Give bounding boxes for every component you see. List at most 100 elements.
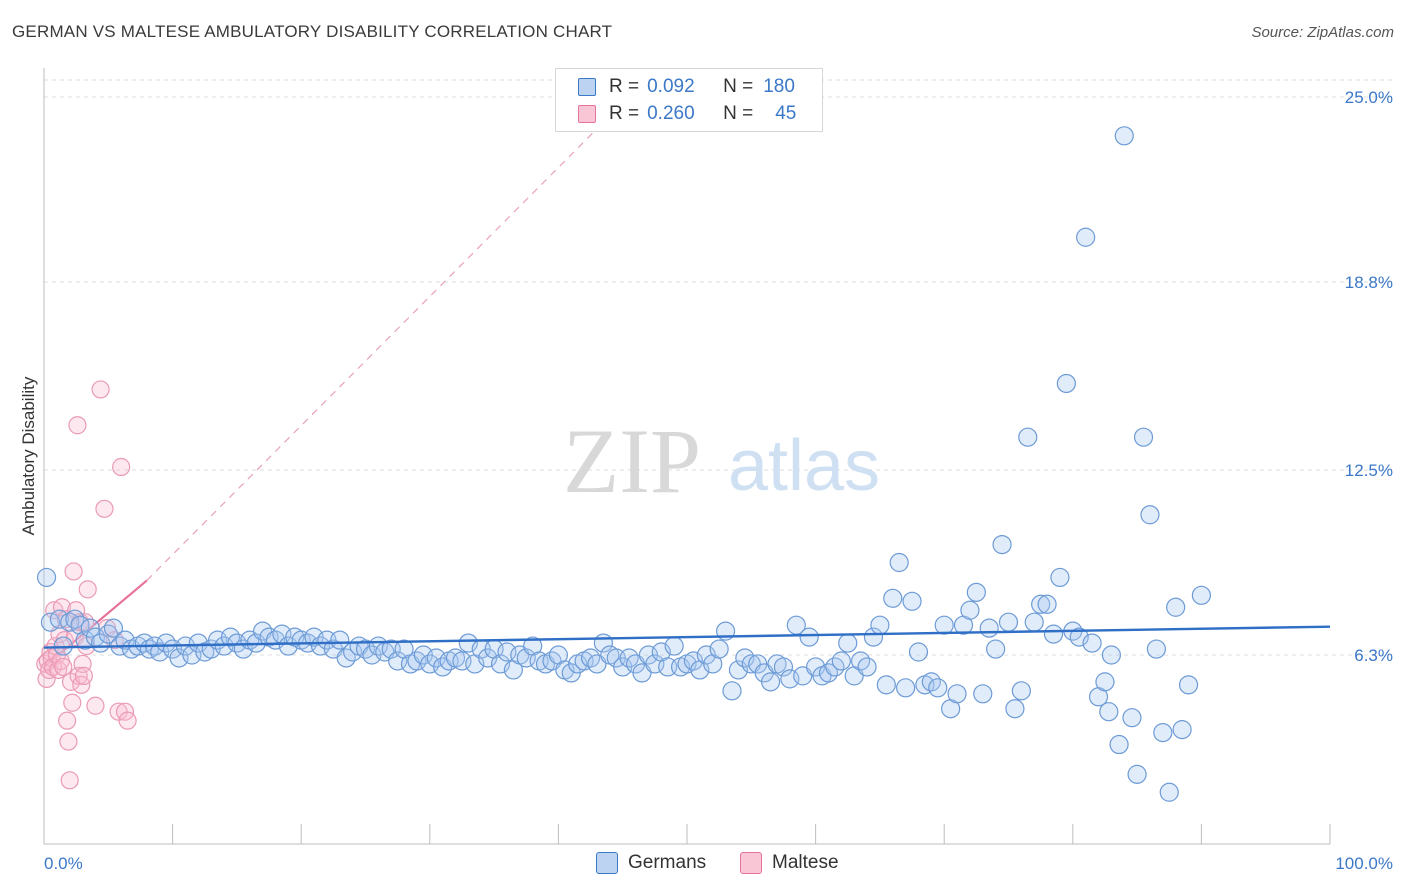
german-point <box>986 639 1006 659</box>
german-point <box>36 567 57 588</box>
germans-r-value: 0.092 <box>647 76 695 97</box>
germans-trend-line <box>43 625 1331 649</box>
german-point <box>1191 585 1212 605</box>
german-point <box>928 678 948 698</box>
german-point <box>973 684 993 704</box>
german-point <box>664 636 684 656</box>
german-point <box>1095 672 1115 692</box>
german-point <box>722 681 742 701</box>
german-point <box>1005 699 1025 719</box>
maltese-trend-extension <box>146 102 624 581</box>
german-point <box>1172 720 1192 740</box>
german-point <box>1050 567 1070 588</box>
maltese-point <box>59 732 78 751</box>
german-point <box>80 618 100 638</box>
chart-title: GERMAN VS MALTESE AMBULATORY DISABILITY … <box>12 22 613 41</box>
german-point <box>1011 681 1031 701</box>
german-point <box>863 627 884 647</box>
german-point <box>1159 782 1179 802</box>
german-point <box>1122 708 1142 728</box>
stats-box: R = 0.092 N = 180 R = 0.260 N = 45 <box>555 68 823 132</box>
german-point <box>998 612 1019 632</box>
german-point <box>1178 675 1199 695</box>
german-point <box>1056 373 1076 394</box>
german-point <box>908 642 929 662</box>
german-point <box>902 591 922 611</box>
maltese-swatch <box>578 105 596 123</box>
german-point <box>857 657 877 677</box>
maltese-point <box>63 693 82 712</box>
maltese-point <box>58 711 77 730</box>
germans-r-label: R = <box>609 76 640 97</box>
german-point <box>1043 624 1064 644</box>
maltese-point <box>95 499 114 518</box>
german-point <box>1133 427 1154 447</box>
x-tick-label-0: 0.0% <box>44 854 83 873</box>
german-point <box>98 624 118 644</box>
german-point <box>1153 722 1173 743</box>
legend-germans-label: Germans <box>628 852 707 873</box>
germans-swatch <box>578 78 596 96</box>
maltese-point <box>91 380 110 399</box>
chart-source: Source: ZipAtlas.com <box>1251 24 1394 41</box>
maltese-point <box>68 416 87 435</box>
maltese-point <box>86 696 105 715</box>
german-point <box>1114 126 1134 146</box>
stats-row-germans: R = 0.092 N = 180 <box>578 75 795 99</box>
german-point <box>1031 594 1051 614</box>
german-point <box>773 657 794 677</box>
german-point <box>65 609 85 629</box>
german-point <box>838 633 858 653</box>
legend-maltese-swatch <box>740 852 762 874</box>
maltese-point <box>64 562 83 581</box>
maltese-points <box>36 380 137 790</box>
german-point <box>1076 227 1096 247</box>
y-tick-label-3: 25.0% <box>1345 88 1393 107</box>
y-tick-label-2: 18.8% <box>1345 273 1393 292</box>
german-point <box>1024 612 1044 632</box>
maltese-n-label: N = <box>723 103 754 124</box>
german-point <box>1101 645 1121 665</box>
german-point <box>709 639 729 659</box>
legend: Germans Maltese <box>0 852 1406 878</box>
german-point <box>1082 633 1102 653</box>
legend-item-maltese[interactable]: Maltese <box>740 852 839 874</box>
german-point <box>876 675 896 695</box>
german-point <box>960 600 980 620</box>
maltese-point <box>60 771 79 790</box>
german-point <box>896 678 916 698</box>
y-tick-label-1: 12.5% <box>1345 461 1393 480</box>
y-axis-label: Ambulatory Disability <box>19 376 38 535</box>
x-tick-label-1: 100.0% <box>1335 854 1393 873</box>
german-point <box>934 615 954 635</box>
german-point <box>947 684 967 704</box>
german-points <box>36 126 1331 802</box>
german-point <box>103 618 124 638</box>
maltese-point <box>74 666 93 685</box>
maltese-point <box>78 580 97 599</box>
maltese-point <box>54 657 73 677</box>
maltese-point <box>52 598 72 617</box>
german-point <box>1018 427 1038 447</box>
maltese-point <box>118 711 137 730</box>
german-point <box>831 651 851 671</box>
germans-n-value: 180 <box>763 76 795 97</box>
stats-row-maltese: R = 0.260 N = 45 <box>578 102 796 126</box>
german-point <box>889 552 909 573</box>
maltese-r-label: R = <box>609 103 640 124</box>
german-point <box>760 672 781 692</box>
german-point <box>1127 764 1147 784</box>
maltese-n-value: 45 <box>775 103 797 124</box>
watermark-zip: ZIP <box>563 410 701 512</box>
maltese-point <box>112 457 131 477</box>
watermark-atlas: atlas <box>728 426 880 506</box>
german-point <box>1109 734 1129 755</box>
german-point <box>799 627 819 647</box>
germans-n-label: N = <box>723 76 754 97</box>
legend-maltese-label: Maltese <box>772 852 839 873</box>
german-point <box>1146 639 1166 659</box>
gridlines <box>44 79 1392 656</box>
legend-item-germans[interactable]: Germans <box>596 852 706 874</box>
german-point <box>966 582 986 602</box>
